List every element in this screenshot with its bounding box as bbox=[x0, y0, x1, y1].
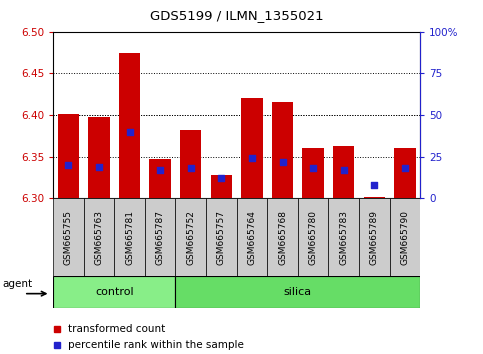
Bar bbox=[150, 159, 171, 198]
Text: GSM665780: GSM665780 bbox=[309, 210, 318, 265]
Point bbox=[309, 165, 317, 171]
Bar bbox=[53, 276, 175, 308]
Bar bbox=[328, 198, 359, 276]
Bar bbox=[333, 146, 355, 198]
Bar bbox=[145, 198, 175, 276]
Point bbox=[401, 165, 409, 171]
Point bbox=[248, 155, 256, 161]
Text: GSM665752: GSM665752 bbox=[186, 210, 195, 265]
Bar bbox=[53, 198, 84, 276]
Bar bbox=[119, 53, 141, 198]
Text: GSM665757: GSM665757 bbox=[217, 210, 226, 265]
Bar bbox=[394, 148, 415, 198]
Bar bbox=[359, 198, 390, 276]
Point bbox=[95, 164, 103, 170]
Bar bbox=[302, 148, 324, 198]
Point bbox=[370, 182, 378, 188]
Text: transformed count: transformed count bbox=[68, 324, 165, 333]
Point bbox=[279, 159, 286, 165]
Point bbox=[217, 176, 225, 181]
Bar bbox=[390, 198, 420, 276]
Bar bbox=[211, 175, 232, 198]
Bar bbox=[114, 198, 145, 276]
Point bbox=[187, 165, 195, 171]
Text: GSM665787: GSM665787 bbox=[156, 210, 165, 265]
Bar bbox=[58, 114, 79, 198]
Point bbox=[156, 167, 164, 173]
Bar bbox=[206, 198, 237, 276]
Text: GSM665781: GSM665781 bbox=[125, 210, 134, 265]
Point bbox=[126, 129, 133, 135]
Text: GSM665768: GSM665768 bbox=[278, 210, 287, 265]
Text: agent: agent bbox=[3, 279, 33, 289]
Bar bbox=[175, 276, 420, 308]
Text: GSM665764: GSM665764 bbox=[247, 210, 256, 265]
Text: control: control bbox=[95, 287, 134, 297]
Text: GSM665789: GSM665789 bbox=[370, 210, 379, 265]
Bar bbox=[84, 198, 114, 276]
Text: GSM665790: GSM665790 bbox=[400, 210, 410, 265]
Bar bbox=[180, 130, 201, 198]
Text: GSM665783: GSM665783 bbox=[339, 210, 348, 265]
Bar bbox=[272, 102, 293, 198]
Point bbox=[340, 167, 348, 173]
Text: GDS5199 / ILMN_1355021: GDS5199 / ILMN_1355021 bbox=[150, 9, 324, 22]
Point bbox=[65, 162, 72, 168]
Bar bbox=[267, 198, 298, 276]
Bar bbox=[242, 98, 263, 198]
Bar bbox=[237, 198, 267, 276]
Bar bbox=[175, 198, 206, 276]
Text: GSM665763: GSM665763 bbox=[95, 210, 103, 265]
Text: GSM665755: GSM665755 bbox=[64, 210, 73, 265]
Bar bbox=[364, 196, 385, 198]
Bar bbox=[298, 198, 328, 276]
Text: percentile rank within the sample: percentile rank within the sample bbox=[68, 340, 244, 350]
Bar bbox=[88, 117, 110, 198]
Text: silica: silica bbox=[284, 287, 312, 297]
